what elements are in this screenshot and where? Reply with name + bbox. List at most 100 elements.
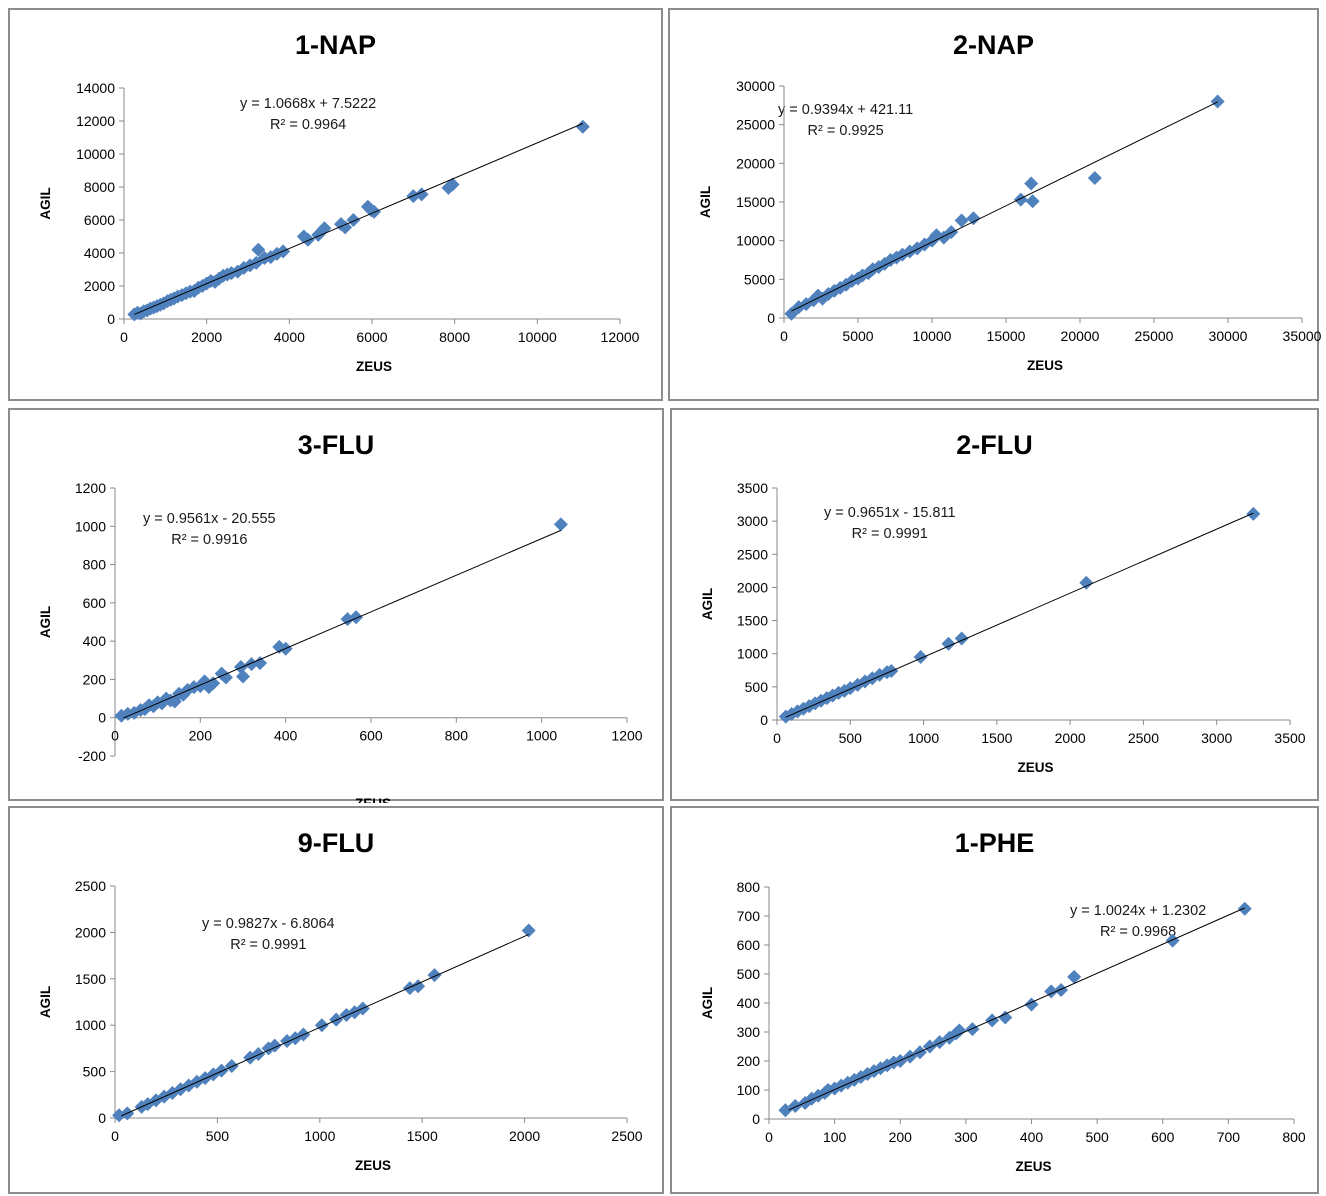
y-tick-label: 1500: [737, 613, 768, 629]
data-point: [206, 676, 221, 691]
data-point: [922, 1039, 937, 1054]
x-tick-label: 800: [1282, 1129, 1306, 1145]
x-tick-label: 1000: [526, 728, 557, 744]
y-tick-label: 8000: [84, 179, 115, 195]
trendline-equation: y = 1.0668x + 7.5222 R² = 0.9964: [240, 94, 376, 136]
data-point: [280, 1033, 295, 1048]
y-tick-label: 500: [737, 966, 761, 982]
y-tick-label: 500: [83, 1064, 107, 1080]
y-tick-label: 0: [98, 1110, 106, 1126]
y-tick-label: 200: [737, 1053, 761, 1069]
x-tick-label: 20000: [1061, 328, 1100, 344]
y-tick-label: 15000: [736, 194, 775, 210]
data-point: [788, 1098, 803, 1113]
scatter-plot: 0 5000 10000 15000 20000 25000 30000 0 5000 10000…: [698, 78, 1321, 373]
data-point: [1165, 933, 1180, 948]
data-point: [553, 517, 568, 532]
data-point: [802, 699, 817, 714]
equation-line: y = 1.0668x + 7.5222: [240, 96, 377, 112]
x-tick-label: 1500: [981, 730, 1012, 746]
data-point: [1025, 194, 1040, 209]
trendline-equation: y = 0.9394x + 421.11 R² = 0.9925: [778, 100, 913, 142]
x-tick-label: 500: [1085, 1129, 1109, 1145]
y-tick-label: 30000: [736, 78, 775, 94]
data-point: [804, 1091, 819, 1106]
scatter-plot: 0 100 200 300 400 500 600 700 800 0 100 200 300 400 50…: [700, 879, 1306, 1174]
y-tick-label: 600: [83, 595, 107, 611]
trendline: [791, 101, 1218, 312]
x-tick-label: 0: [765, 1129, 773, 1145]
y-tick-label: 10000: [736, 233, 775, 249]
x-tick-label: 300: [954, 1129, 978, 1145]
x-tick-label: 0: [773, 730, 781, 746]
data-point: [913, 650, 928, 665]
data-point: [1087, 171, 1102, 186]
y-tick-label: 1500: [75, 971, 106, 987]
data-point: [427, 968, 442, 983]
data-point: [1237, 901, 1252, 916]
trendline: [123, 529, 562, 719]
x-tick-label: 0: [111, 728, 119, 744]
y-tick-label: 5000: [744, 271, 775, 287]
x-tick-label: 1200: [611, 728, 642, 744]
x-tick-label: 5000: [842, 328, 873, 344]
y-tick-label: 200: [83, 671, 107, 687]
y-tick-label: 1000: [75, 1017, 106, 1033]
y-axis-title: AGIL: [38, 187, 53, 219]
scatter-plot: -200 0 200 400 600 800 1000 1200 0 200 400 600 800 10…: [38, 480, 643, 803]
r-squared-line: R² = 0.9991: [230, 937, 307, 953]
y-tick-label: 0: [98, 710, 106, 726]
data-point: [251, 242, 266, 257]
x-tick-label: 6000: [356, 329, 387, 345]
y-tick-label: 700: [737, 908, 761, 924]
y-tick-label: 10000: [76, 146, 115, 162]
data-point: [338, 220, 353, 235]
x-tick-label: 1000: [304, 1128, 335, 1144]
x-tick-label: 1500: [407, 1128, 438, 1144]
x-axis-title: ZEUS: [355, 796, 391, 803]
x-tick-label: 2500: [1128, 730, 1159, 746]
data-point: [853, 1069, 868, 1084]
data-point: [340, 612, 355, 627]
x-tick-label: 700: [1217, 1129, 1241, 1145]
data-point: [825, 688, 840, 703]
data-point: [966, 211, 981, 226]
x-tick-label: 10000: [913, 328, 952, 344]
x-tick-label: 500: [839, 730, 863, 746]
data-point: [314, 1018, 329, 1033]
scatter-plot: 0 500 1000 1500 2000 2500 3000 3500 0 500 1000 1500…: [700, 480, 1306, 775]
r-squared-line: R² = 0.9968: [1100, 924, 1177, 940]
x-tick-label: 0: [780, 328, 788, 344]
r-squared-line: R² = 0.9925: [807, 123, 884, 139]
equation-line: y = 1.0024x + 1.2302: [1070, 903, 1207, 919]
data-point: [790, 704, 805, 719]
y-tick-label: 2500: [737, 546, 768, 562]
x-tick-label: 2000: [1055, 730, 1086, 746]
y-tick-label: 300: [737, 1024, 761, 1040]
y-tick-label: 0: [767, 310, 775, 326]
x-tick-label: 10000: [518, 329, 557, 345]
y-tick-label: 14000: [76, 80, 115, 96]
data-point: [1013, 192, 1028, 207]
x-tick-label: 800: [445, 728, 469, 744]
y-tick-label: 0: [760, 712, 768, 728]
data-point: [521, 923, 536, 938]
data-point: [300, 232, 315, 247]
data-point: [778, 1103, 793, 1118]
r-squared-line: R² = 0.9991: [851, 526, 928, 542]
chart-title: 1-PHE: [954, 828, 1035, 858]
x-tick-label: 400: [1020, 1129, 1044, 1145]
data-point: [910, 241, 925, 256]
equation-line: y = 0.9394x + 421.11: [778, 102, 914, 118]
data-point: [243, 1050, 258, 1065]
trendline: [134, 123, 583, 315]
y-axis-title: AGIL: [700, 987, 715, 1019]
y-axis-title: AGIL: [38, 986, 53, 1018]
data-point: [813, 693, 828, 708]
data-point: [233, 659, 248, 674]
y-tick-label: 500: [745, 679, 769, 695]
data-point: [236, 669, 250, 684]
data-point: [1024, 176, 1039, 191]
y-tick-label: 2500: [75, 878, 106, 894]
x-axis-title: ZEUS: [1027, 358, 1063, 373]
